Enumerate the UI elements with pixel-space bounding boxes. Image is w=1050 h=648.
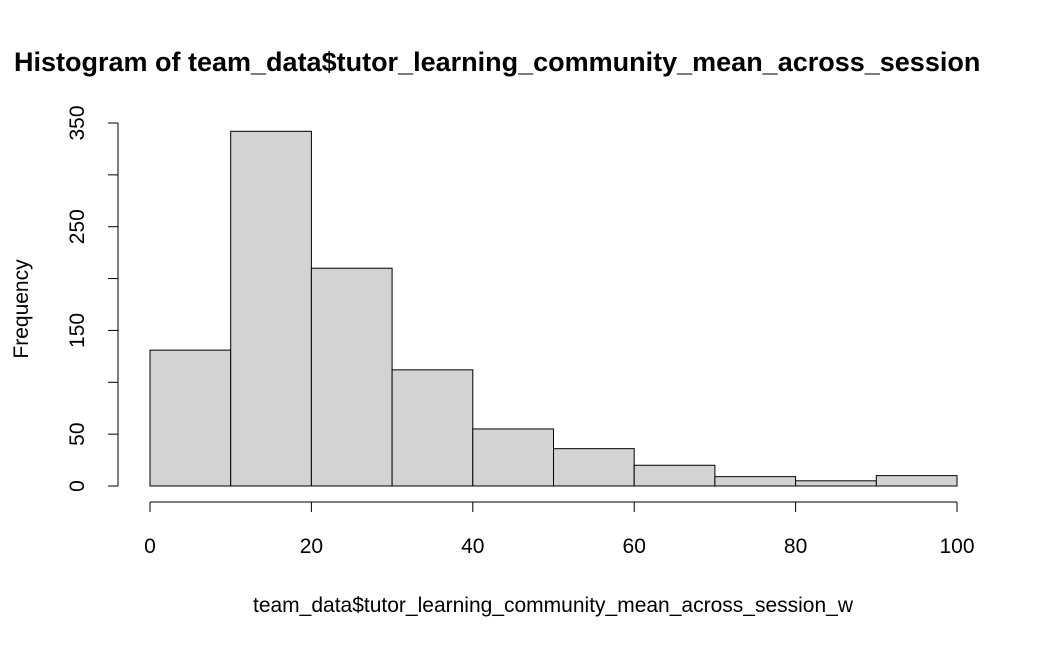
- y-tick-label: 50: [66, 422, 89, 445]
- y-tick-label: 250: [66, 209, 89, 244]
- histogram-bar: [553, 448, 635, 487]
- histogram-bar: [875, 475, 958, 487]
- x-tick-label: 80: [784, 535, 807, 558]
- y-axis-label: Frequency: [10, 259, 33, 359]
- histogram-bar: [391, 369, 474, 487]
- histogram-bar: [310, 267, 393, 487]
- bars-group: [149, 130, 958, 487]
- x-axis-label: team_data$tutor_learning_community_mean_…: [253, 594, 854, 617]
- histogram-bar: [714, 476, 797, 487]
- y-tick-label: 350: [66, 105, 89, 140]
- x-tick-label: 20: [300, 535, 323, 558]
- histogram-bar: [795, 480, 877, 487]
- x-tick-label: 0: [144, 535, 156, 558]
- x-tick-label: 100: [939, 535, 974, 558]
- histogram-bar: [230, 130, 312, 487]
- x-axis: 0 20 40 60 80 100: [144, 501, 975, 558]
- y-axis: 0 50 150 250 350: [66, 105, 119, 492]
- histogram-bar: [633, 464, 716, 487]
- x-tick-label: 40: [461, 535, 484, 558]
- chart-title: Histogram of team_data$tutor_learning_co…: [14, 47, 980, 77]
- x-tick-label: 60: [623, 535, 646, 558]
- histogram-bar: [472, 428, 554, 487]
- histogram-bar: [149, 349, 232, 487]
- y-tick-label: 150: [66, 313, 89, 348]
- y-tick-label: 0: [66, 480, 89, 492]
